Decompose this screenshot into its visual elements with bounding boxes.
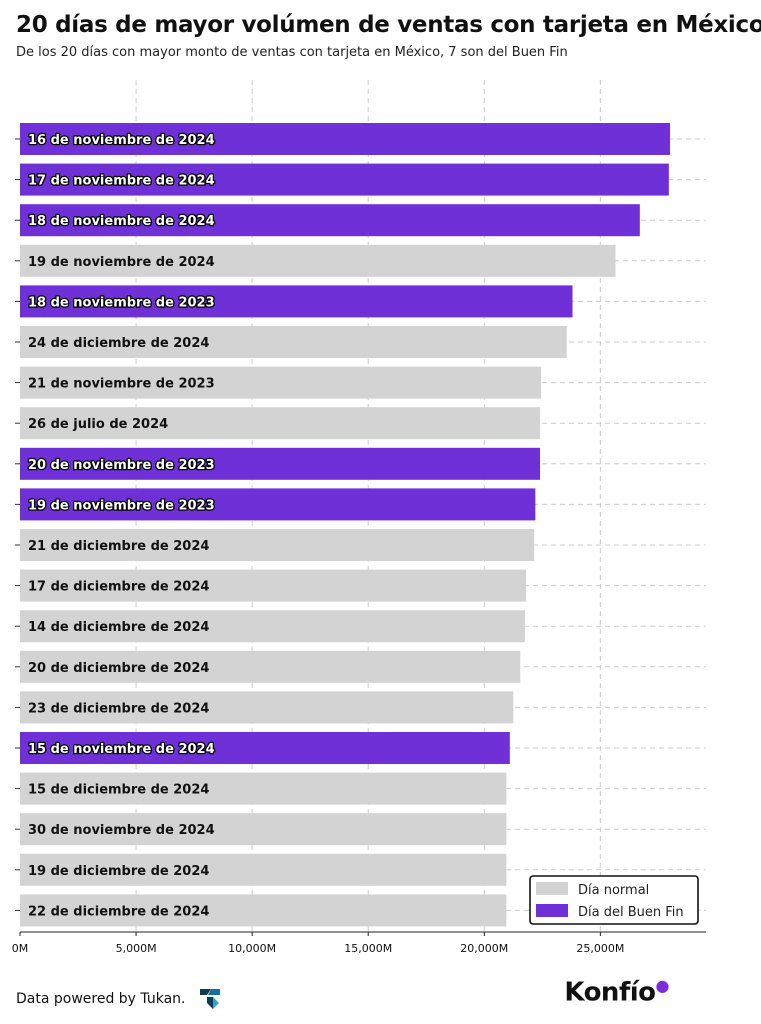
bar-category-label: 18 de noviembre de 2023 (28, 295, 215, 310)
data-credit-text: Data powered by Tukan. (16, 991, 186, 1007)
data-credit: Data powered by Tukan. (16, 986, 223, 1012)
x-tick-label: 25,000M (576, 942, 624, 955)
bar-normal (20, 366, 542, 399)
bar-buen-fin (20, 285, 573, 318)
x-tick-label: 20,000M (460, 942, 508, 955)
bar-category-label: 18 de noviembre de 2024 (28, 214, 215, 229)
x-tick-label: 5,000M (116, 942, 157, 955)
chart-title: 20 días de mayor volúmen de ventas con t… (16, 12, 761, 38)
bar-normal (20, 407, 540, 440)
tukan-logo-icon (200, 989, 221, 1009)
bar-normal (20, 326, 567, 358)
legend-label-normal: Día normal (578, 883, 649, 898)
bar-normal (20, 244, 616, 277)
x-tick-label: 15,000M (344, 942, 392, 955)
bar-buen-fin (20, 123, 670, 155)
bar-normal (20, 772, 507, 805)
konfio-dot-icon: ● (655, 976, 670, 995)
bar-category-label: 15 de noviembre de 2024 (28, 742, 215, 757)
bar-chart: 16 de noviembre de 2024 17 de noviembre d… (12, 80, 706, 955)
bar-category-label: 20 de diciembre de 2024 (28, 661, 209, 676)
bar-category-label: 14 de diciembre de 2024 (28, 620, 209, 635)
bar-normal (20, 813, 507, 846)
bar-buen-fin (20, 447, 540, 480)
bar-normal (20, 610, 525, 643)
bar-normal (20, 853, 507, 886)
bar-buen-fin (20, 732, 510, 764)
bar-category-label: 26 de julio de 2024 (28, 417, 168, 432)
chart-subtitle: De los 20 días con mayor monto de ventas… (16, 45, 568, 60)
bar-category-label: 19 de diciembre de 2024 (28, 864, 209, 879)
bar-category-label: 30 de noviembre de 2024 (28, 823, 215, 838)
x-tick-label: 0M (12, 942, 29, 955)
legend-label-buen-fin: Día del Buen Fin (578, 905, 684, 920)
bar-category-label: 16 de noviembre de 2024 (28, 133, 215, 148)
bar-normal (20, 529, 535, 561)
x-tick-label: 10,000M (228, 942, 276, 955)
bar-category-label: 24 de diciembre de 2024 (28, 336, 209, 351)
bar-buen-fin (20, 488, 536, 521)
legend-swatch-normal (536, 882, 568, 895)
bar-normal (20, 650, 521, 683)
bar-category-label: 23 de diciembre de 2024 (28, 701, 209, 716)
bar-category-label: 21 de diciembre de 2024 (28, 539, 209, 554)
legend: Día normal Día del Buen Fin (529, 875, 699, 925)
konfio-logo: Konfío● (564, 976, 669, 1008)
bar-category-label: 19 de noviembre de 2023 (28, 498, 215, 513)
konfio-logo-text: Konfío (564, 977, 656, 1008)
bar-category-label: 17 de noviembre de 2024 (28, 174, 215, 189)
legend-swatch-buen-fin (536, 904, 568, 917)
bar-category-label: 15 de diciembre de 2024 (28, 783, 209, 798)
bar-normal (20, 691, 514, 724)
bar-category-label: 20 de noviembre de 2023 (28, 458, 215, 473)
bar-category-label: 19 de noviembre de 2024 (28, 255, 215, 270)
bar-normal (20, 569, 527, 602)
bar-buen-fin (20, 204, 640, 237)
bar-category-label: 22 de diciembre de 2024 (28, 904, 209, 919)
bar-buen-fin (20, 163, 669, 196)
bar-category-label: 21 de noviembre de 2023 (28, 377, 215, 392)
bar-category-label: 17 de diciembre de 2024 (28, 580, 209, 595)
legend-box (529, 875, 699, 925)
bar-normal (20, 894, 507, 927)
